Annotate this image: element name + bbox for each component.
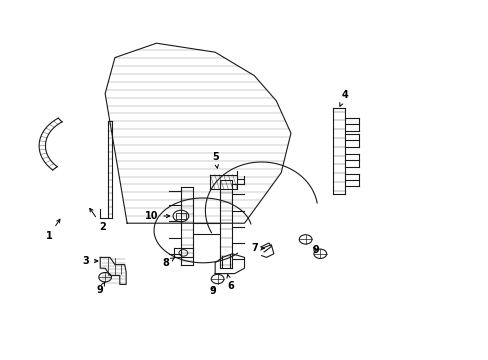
Text: 4: 4 [339,90,347,106]
Text: 8: 8 [163,257,175,268]
Text: 3: 3 [82,256,98,266]
Text: 7: 7 [250,243,264,253]
Text: 6: 6 [226,275,234,291]
Text: 2: 2 [90,208,106,232]
Text: 9: 9 [209,285,216,296]
Text: 9: 9 [97,282,104,295]
Text: 9: 9 [311,245,318,255]
Text: 1: 1 [45,219,60,241]
Text: 5: 5 [211,152,218,168]
Text: 10: 10 [144,211,169,221]
